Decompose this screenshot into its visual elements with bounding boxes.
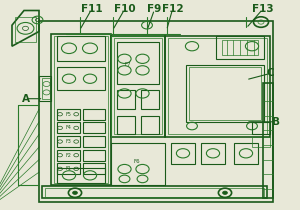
Bar bbox=[117, 42, 159, 84]
Bar bbox=[186, 65, 264, 122]
Text: F7: F7 bbox=[124, 62, 131, 67]
Text: C: C bbox=[266, 68, 274, 79]
Bar bbox=[171, 143, 195, 164]
Bar bbox=[263, 83, 273, 198]
Text: F10: F10 bbox=[114, 4, 135, 14]
Text: F3: F3 bbox=[65, 139, 71, 144]
Text: F12: F12 bbox=[162, 4, 183, 14]
Bar bbox=[117, 90, 135, 109]
Bar bbox=[51, 34, 111, 185]
Bar bbox=[141, 116, 159, 134]
Bar bbox=[189, 67, 261, 120]
Bar bbox=[216, 36, 264, 59]
Text: F1: F1 bbox=[65, 166, 71, 171]
Bar bbox=[57, 150, 80, 161]
Bar bbox=[117, 116, 135, 134]
Bar bbox=[82, 163, 105, 174]
Bar bbox=[82, 150, 105, 161]
Bar bbox=[222, 40, 258, 55]
Bar bbox=[57, 122, 80, 133]
Bar bbox=[39, 76, 51, 101]
Bar bbox=[114, 38, 162, 134]
Bar bbox=[45, 188, 264, 197]
Text: B: B bbox=[272, 117, 280, 127]
Text: F6: F6 bbox=[133, 159, 140, 164]
Bar bbox=[57, 67, 105, 90]
Bar bbox=[111, 36, 165, 136]
Bar bbox=[252, 136, 270, 147]
Text: A: A bbox=[22, 94, 29, 104]
Bar bbox=[57, 136, 80, 147]
Circle shape bbox=[223, 191, 227, 194]
Bar bbox=[54, 36, 108, 183]
Text: F5: F5 bbox=[65, 112, 71, 117]
Text: F2: F2 bbox=[65, 153, 71, 158]
Bar bbox=[234, 143, 258, 164]
Bar bbox=[57, 109, 80, 120]
Bar bbox=[57, 168, 105, 183]
Bar bbox=[201, 143, 225, 164]
Bar bbox=[141, 90, 159, 109]
Text: F4: F4 bbox=[65, 125, 71, 130]
Bar bbox=[252, 122, 270, 134]
Bar bbox=[168, 38, 267, 134]
Bar bbox=[82, 136, 105, 147]
Circle shape bbox=[73, 191, 77, 194]
Text: F13: F13 bbox=[252, 4, 273, 14]
Text: F9: F9 bbox=[147, 4, 162, 14]
Bar bbox=[39, 21, 273, 202]
Bar bbox=[42, 186, 267, 198]
Bar bbox=[57, 36, 105, 61]
Bar bbox=[165, 36, 270, 136]
Bar bbox=[82, 109, 105, 120]
Text: F11: F11 bbox=[81, 4, 102, 14]
Bar bbox=[15, 17, 36, 42]
Bar bbox=[111, 143, 165, 185]
Bar bbox=[82, 122, 105, 133]
Bar bbox=[57, 163, 80, 174]
Bar bbox=[42, 78, 50, 99]
